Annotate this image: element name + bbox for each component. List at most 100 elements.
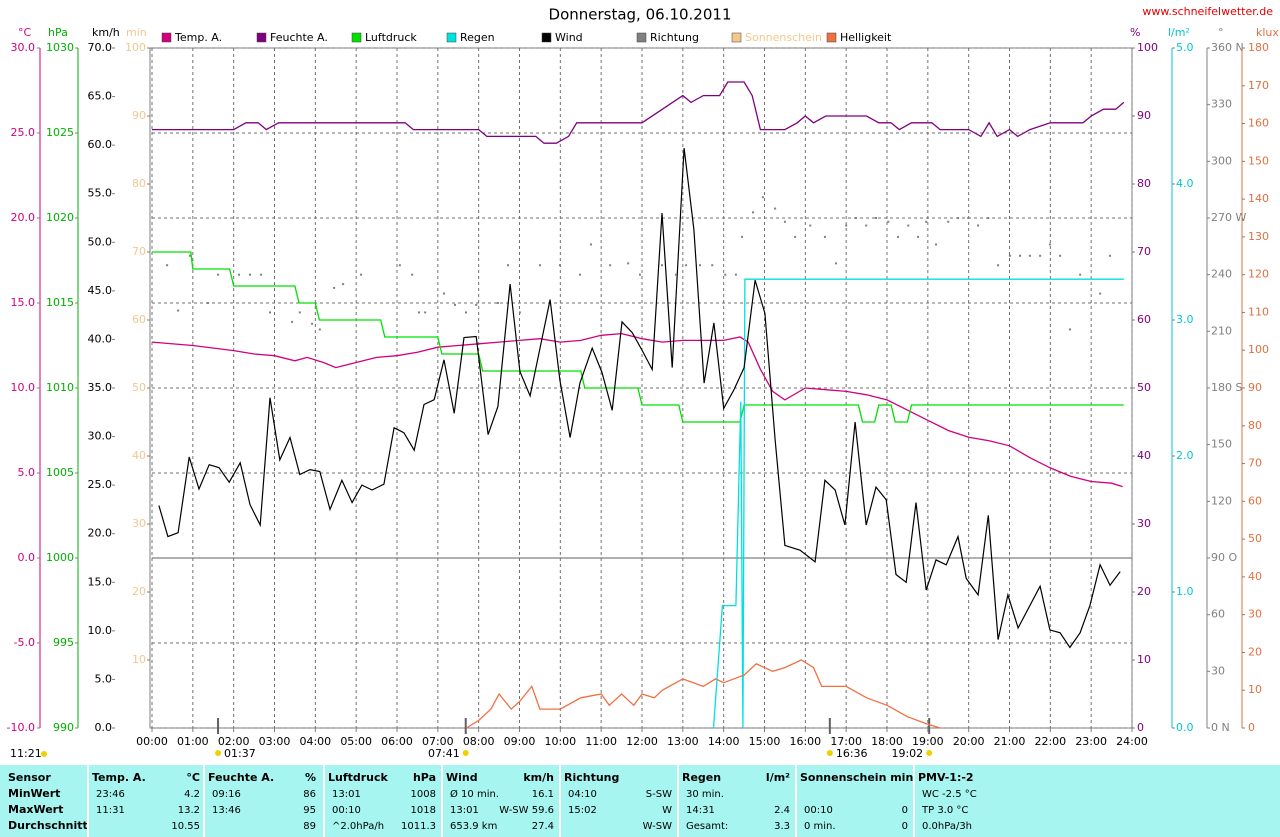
- row-label: Durchschnitt: [8, 819, 88, 832]
- y-tick-label: 1010: [46, 381, 74, 394]
- x-tick-label: 06:00: [381, 735, 413, 748]
- group-title: Feuchte A.: [208, 771, 274, 784]
- legend-swatch: [541, 32, 552, 43]
- axis-title: klux: [1256, 26, 1279, 39]
- y-tick-label: 1.0: [1176, 585, 1194, 598]
- sun-icon: [41, 751, 47, 757]
- y-tick-label: 110: [1248, 305, 1269, 318]
- cell-left: ^2.0hPa/h: [332, 821, 384, 832]
- y-tick-label: 120: [1211, 494, 1232, 507]
- y-tick-label: 30.0: [11, 41, 36, 54]
- cell-left: WC -2.5 °C: [922, 789, 977, 800]
- cell-left: 23:46: [96, 789, 125, 800]
- stats-background: [0, 765, 1280, 837]
- direction-dot: [1068, 328, 1071, 331]
- y-tick-label: 5.0: [18, 466, 36, 479]
- legend-label: Richtung: [650, 31, 699, 44]
- axis-title: °C: [18, 26, 32, 39]
- axis-title: %: [1130, 26, 1140, 39]
- direction-dot: [1059, 254, 1062, 257]
- direction-dot: [418, 311, 421, 314]
- direction-dot: [907, 224, 910, 227]
- time-icon: [826, 750, 833, 756]
- series-line: [151, 332, 1123, 488]
- y-tick-label: 995: [53, 636, 74, 649]
- direction-dot: [823, 235, 826, 238]
- x-tick-label: 08:00: [463, 735, 495, 748]
- y-tick-label: 100: [125, 41, 146, 54]
- direction-dot: [589, 243, 592, 246]
- axis-title: km/h: [92, 26, 120, 39]
- group-unit: hPa: [413, 771, 436, 784]
- x-tick-label: 09:00: [504, 735, 536, 748]
- x-tick-label: 24:00: [1116, 735, 1148, 748]
- axis-title: °: [1218, 26, 1224, 39]
- y-tick-label: 100: [1248, 343, 1269, 356]
- legend-swatch: [636, 32, 647, 43]
- legend-label: Luftdruck: [365, 31, 417, 44]
- cell-left: 13:46: [212, 805, 241, 816]
- direction-dot: [711, 264, 714, 267]
- direction-dot: [269, 311, 272, 314]
- cell-right: 2.4: [774, 805, 790, 816]
- x-tick-label: 00:00: [136, 735, 168, 748]
- direction-dot: [783, 220, 786, 223]
- y-tick-label: 30: [132, 517, 146, 530]
- time-label: 19:02: [891, 747, 923, 760]
- y-tick-label: 20: [1248, 645, 1262, 658]
- group-title: Luftdruck: [328, 771, 389, 784]
- direction-dot: [291, 320, 294, 323]
- y-tick-label: 300: [1211, 154, 1232, 167]
- y-tick-label: 70: [132, 245, 146, 258]
- y-tick-label: 4.0: [1176, 177, 1194, 190]
- y-tick-label: 100: [1137, 41, 1158, 54]
- direction-dot: [442, 292, 445, 295]
- direction-dot: [809, 224, 812, 227]
- x-tick-label: 20:00: [953, 735, 985, 748]
- group-unit: l/m²: [766, 771, 790, 784]
- direction-dot: [741, 235, 744, 238]
- direction-dot: [1108, 254, 1111, 257]
- y-tick-label: 60: [1248, 494, 1262, 507]
- y-tick-label: 5.0: [95, 672, 113, 685]
- cell-right: 3.3: [774, 821, 790, 832]
- direction-dot: [538, 264, 541, 267]
- time-label: 16:36: [836, 747, 868, 760]
- y-tick-label: 2.0: [1176, 449, 1194, 462]
- direction-dot: [311, 322, 314, 325]
- y-tick-label: 330: [1211, 98, 1232, 111]
- direction-dot: [674, 273, 677, 276]
- y-tick-label: 90: [1137, 109, 1151, 122]
- direction-dot: [854, 217, 857, 219]
- y-tick-label: -5.0: [14, 636, 35, 649]
- y-tick-label: 1005: [46, 466, 74, 479]
- cell-right: W-SW: [643, 821, 672, 832]
- cell-right: 10.55: [171, 821, 200, 832]
- cell-right: 1008: [411, 789, 436, 800]
- direction-dot: [496, 302, 499, 304]
- direction-dot: [887, 220, 890, 223]
- y-tick-label: 60: [132, 313, 146, 326]
- direction-dot: [177, 309, 180, 312]
- direction-dot: [558, 264, 561, 267]
- x-tick-label: 16:00: [789, 735, 821, 748]
- y-tick-label: 150: [1211, 438, 1232, 451]
- y-tick-label: 30: [1137, 517, 1151, 530]
- cell-left: 09:16: [212, 789, 241, 800]
- y-tick-label: 1030: [46, 41, 74, 54]
- time-icon: [926, 750, 933, 756]
- y-tick-label: 50.0: [88, 235, 113, 248]
- direction-dot: [987, 217, 990, 219]
- y-tick-label: 10.0: [11, 381, 36, 394]
- y-tick-label: 50: [1248, 532, 1262, 545]
- y-tick-label: 70: [1137, 245, 1151, 258]
- cell-right: W-SW 59.6: [499, 805, 554, 816]
- direction-dot: [424, 311, 427, 314]
- y-tick-label: 30: [1248, 608, 1262, 621]
- time-icon: [215, 750, 222, 756]
- day-length: 11:21: [10, 747, 42, 760]
- direction-dot: [774, 207, 777, 210]
- direction-dot: [967, 217, 970, 219]
- y-tick-label: 60.0: [88, 138, 113, 151]
- series-line: [466, 659, 941, 729]
